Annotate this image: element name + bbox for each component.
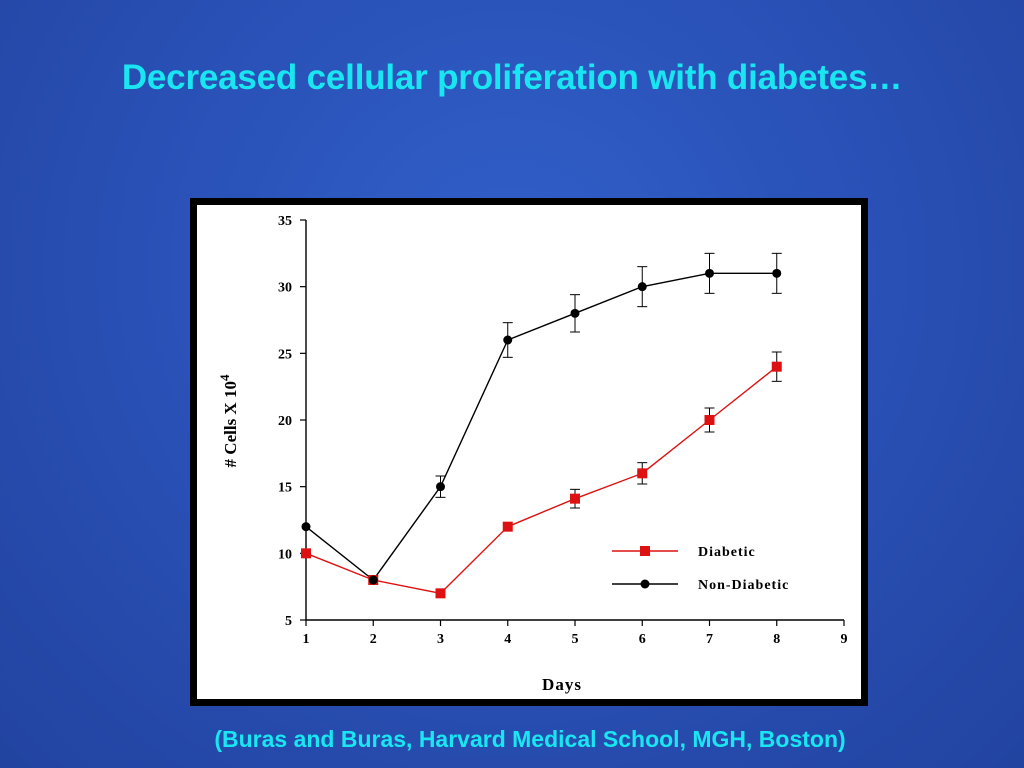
legend-marker bbox=[640, 546, 650, 556]
data-point bbox=[368, 575, 378, 585]
x-tick-label: 6 bbox=[639, 632, 646, 647]
series-line bbox=[305, 366, 778, 595]
x-tick-label: 2 bbox=[370, 632, 377, 647]
y-tick-label: 30 bbox=[278, 281, 292, 296]
data-point bbox=[502, 521, 513, 532]
y-tick-label: 10 bbox=[278, 547, 292, 562]
slide-title: Decreased cellular proliferation with di… bbox=[121, 58, 903, 97]
citation: (Buras and Buras, Harvard Medical School… bbox=[214, 726, 846, 752]
data-point bbox=[637, 468, 648, 479]
y-axis-label: # Cells X 104 bbox=[217, 374, 240, 467]
x-tick-label: 5 bbox=[572, 632, 579, 647]
x-tick-label: 3 bbox=[437, 632, 444, 647]
chart-frame: 5 10 15 20 25 30 35 1 2 3 4 5 6 7 8 9 Diabetic Non-Diabe… bbox=[190, 198, 868, 706]
chart-background bbox=[197, 205, 861, 699]
x-tick-label: 9 bbox=[841, 632, 848, 647]
data-point bbox=[704, 415, 715, 425]
data-point bbox=[771, 361, 782, 372]
y-tick-label: 35 bbox=[278, 214, 292, 229]
y-tick-label: 15 bbox=[278, 481, 292, 496]
data-point bbox=[301, 522, 311, 532]
series-lines bbox=[305, 272, 778, 595]
x-tick-label: 8 bbox=[773, 632, 780, 647]
data-point bbox=[503, 335, 513, 345]
y-axis-label-text: # Cells X 10 bbox=[221, 381, 240, 467]
legend: Diabetic Non-Diabetic bbox=[612, 545, 789, 593]
data-point bbox=[637, 282, 647, 292]
data-point bbox=[301, 548, 311, 559]
y-tick-label: 25 bbox=[278, 347, 292, 362]
data-point bbox=[570, 493, 580, 504]
legend-label: Diabetic bbox=[698, 545, 756, 560]
y-tick-label: 20 bbox=[278, 414, 292, 429]
legend-label: Non-Diabetic bbox=[698, 578, 789, 593]
data-point bbox=[705, 268, 714, 278]
series-line bbox=[305, 272, 777, 582]
data-point bbox=[435, 588, 446, 599]
x-tick-label: 7 bbox=[706, 632, 713, 647]
x-axis-label: Days bbox=[542, 675, 582, 694]
data-point bbox=[436, 482, 445, 492]
x-tick-label: 4 bbox=[504, 632, 511, 647]
line-chart: 5 10 15 20 25 30 35 1 2 3 4 5 6 7 8 9 Diabetic Non-Diabe… bbox=[197, 205, 861, 699]
x-tick-label: 1 bbox=[303, 632, 310, 647]
y-axis-label-exponent: 4 bbox=[217, 374, 232, 381]
series-markers bbox=[301, 268, 782, 599]
axes: 5 10 15 20 25 30 35 1 2 3 4 5 6 7 8 9 bbox=[278, 214, 848, 647]
data-point bbox=[772, 268, 782, 278]
y-tick-label: 5 bbox=[285, 614, 292, 629]
data-point bbox=[570, 308, 580, 318]
legend-marker bbox=[640, 579, 650, 589]
